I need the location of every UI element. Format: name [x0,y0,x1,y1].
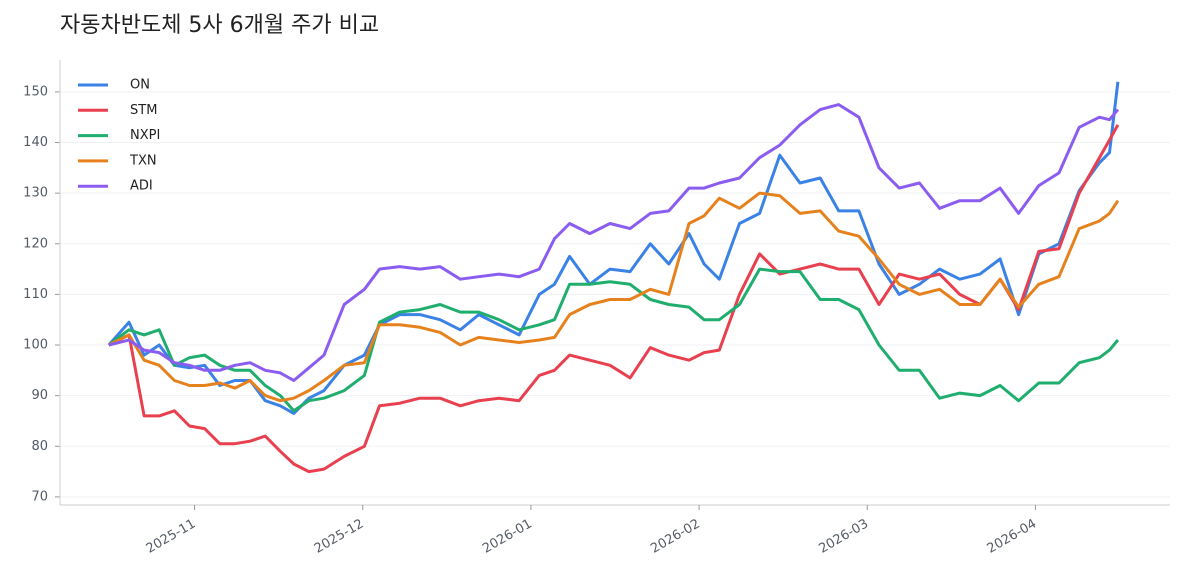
y-tick-label: 140 [23,135,48,150]
y-tick-label: 120 [23,236,48,251]
series-line [107,81,1120,415]
series-line [107,267,1120,413]
y-tick-label: 100 [23,338,48,353]
y-tick-label: 130 [23,186,48,201]
legend-label: STM [130,103,157,118]
legend-label: TXN [129,153,157,168]
y-tick-label: 70 [31,489,48,504]
chart-title: 자동차반도체 5사 6개월 주가 비교 [60,13,379,38]
y-tick-label: 80 [31,439,48,454]
series-line [108,124,1120,474]
series-line [108,103,1120,382]
y-tick-label: 150 [23,84,48,99]
x-tick-label: 2026-03 [816,517,871,557]
legend-label: NXPI [130,128,160,143]
x-tick-label: 2025-12 [312,517,367,557]
x-tick-label: 2025-11 [144,517,199,557]
legend-label: ADI [130,179,153,194]
y-tick-label: 90 [31,388,48,403]
x-tick-label: 2026-04 [985,517,1040,557]
x-tick-label: 2026-01 [480,517,535,557]
series-line [108,191,1120,403]
y-tick-label: 110 [23,287,48,302]
x-tick-label: 2026-02 [648,517,703,557]
legend-label: ON [130,78,150,93]
